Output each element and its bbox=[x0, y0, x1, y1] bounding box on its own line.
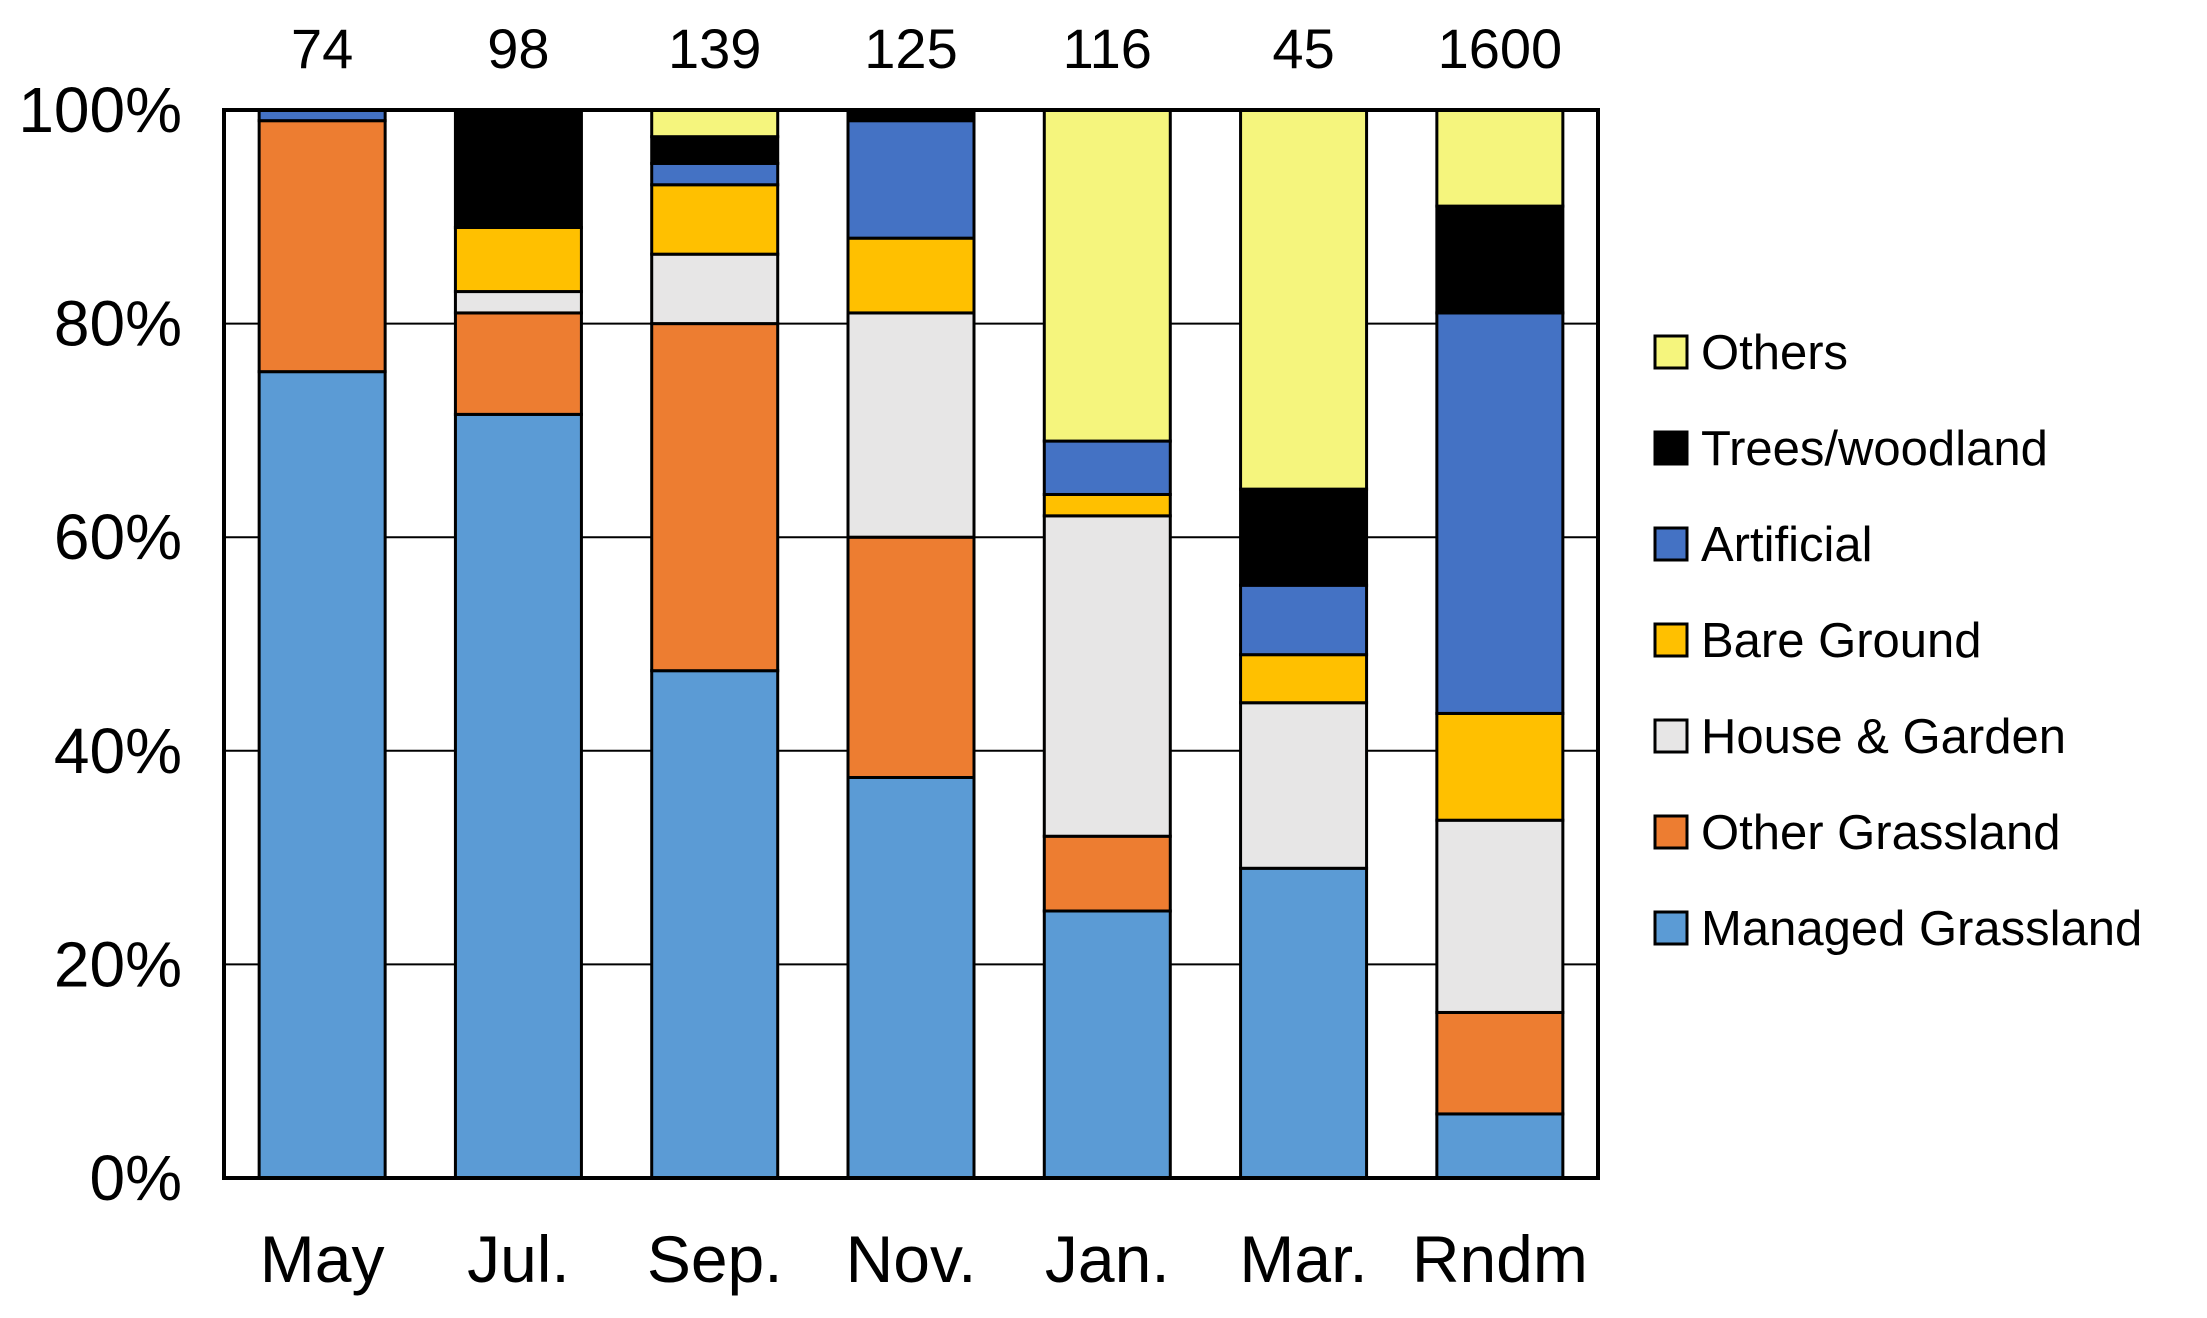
legend-swatch bbox=[1653, 622, 1689, 658]
y-axis-tick-labels: 0% 20% 40% 60% 80% 100% bbox=[18, 74, 182, 1214]
legend-label: Trees/woodland bbox=[1701, 422, 2048, 476]
bar-segment bbox=[1239, 701, 1369, 870]
bar-segment bbox=[846, 236, 976, 315]
x-category-label: May bbox=[260, 1222, 385, 1296]
legend-label: Artificial bbox=[1701, 518, 1873, 572]
bar-segment bbox=[257, 119, 387, 374]
y-tick-label: 60% bbox=[54, 501, 182, 573]
bar-segment bbox=[846, 776, 976, 1180]
bar-segment bbox=[1435, 1010, 1565, 1116]
y-tick-label: 20% bbox=[54, 928, 182, 1000]
x-category-label: Jan. bbox=[1045, 1222, 1170, 1296]
bar-segment bbox=[1239, 108, 1369, 491]
bar-segment bbox=[650, 669, 780, 1180]
plot-area-frame bbox=[222, 108, 1600, 1180]
bars bbox=[257, 108, 1565, 1180]
x-category-label: Nov. bbox=[846, 1222, 977, 1296]
legend-swatch bbox=[1653, 814, 1689, 850]
x-category-label: Rndm bbox=[1412, 1222, 1588, 1296]
bar-segment bbox=[1042, 514, 1172, 838]
y-tick-label: 100% bbox=[18, 74, 182, 146]
bar-segment bbox=[1239, 583, 1369, 657]
bar-segment bbox=[650, 322, 780, 673]
sample-count-label: 1600 bbox=[1438, 17, 1563, 80]
sample-count-labels: 74 98 139 125 116 45 1600 bbox=[291, 17, 1562, 80]
bar-segment bbox=[1435, 711, 1565, 822]
y-tick-label: 80% bbox=[54, 288, 182, 360]
x-category-label: Sep. bbox=[647, 1222, 783, 1296]
bar-segment bbox=[650, 135, 780, 165]
bar-segment bbox=[1435, 108, 1565, 208]
bar-segment bbox=[1042, 108, 1172, 443]
bar-segment bbox=[453, 311, 583, 416]
legend-swatch bbox=[1653, 718, 1689, 754]
sample-count-label: 74 bbox=[291, 17, 353, 80]
bar-segment bbox=[1435, 1112, 1565, 1180]
sample-count-label: 125 bbox=[864, 17, 957, 80]
bar-segment bbox=[846, 311, 976, 539]
sample-count-label: 116 bbox=[1063, 17, 1152, 80]
bar-segment bbox=[1435, 204, 1565, 315]
bar-segment bbox=[1239, 487, 1369, 587]
x-category-label: Mar. bbox=[1239, 1222, 1367, 1296]
legend-label: Managed Grassland bbox=[1701, 902, 2142, 956]
bar-segment bbox=[453, 225, 583, 294]
bar-segment bbox=[1042, 834, 1172, 913]
sample-count-label: 98 bbox=[487, 17, 549, 80]
x-category-label: Jul. bbox=[467, 1222, 570, 1296]
legend-label: House & Garden bbox=[1701, 710, 2066, 764]
bar-segment bbox=[1435, 818, 1565, 1014]
y-tick-label: 40% bbox=[54, 715, 182, 787]
bar-segment bbox=[1042, 909, 1172, 1180]
y-tick-label: 0% bbox=[90, 1142, 183, 1214]
bar-segment bbox=[453, 412, 583, 1180]
legend-swatch bbox=[1653, 526, 1689, 562]
x-axis-category-labels: May Jul. Sep. Nov. Jan. Mar. Rndm bbox=[260, 1222, 1588, 1296]
bar-segment bbox=[257, 370, 387, 1180]
legend-swatch bbox=[1653, 430, 1689, 466]
legend-label: Others bbox=[1701, 326, 1848, 380]
bar-segment bbox=[1042, 492, 1172, 518]
bar-segment bbox=[453, 108, 583, 229]
legend: Others Trees/woodland Artificial Bare Groun… bbox=[1653, 326, 2142, 956]
bar-segment bbox=[1435, 311, 1565, 715]
legend-swatch bbox=[1653, 334, 1689, 370]
bar-segment bbox=[453, 290, 583, 315]
legend-swatch bbox=[1653, 910, 1689, 946]
bar-segment bbox=[650, 161, 780, 187]
bar-segment bbox=[650, 252, 780, 326]
legend-label: Other Grassland bbox=[1701, 806, 2061, 860]
sample-count-label: 139 bbox=[668, 17, 761, 80]
bar-segment bbox=[846, 535, 976, 780]
bar-segment bbox=[1042, 439, 1172, 496]
bar-segment bbox=[650, 108, 780, 139]
sample-count-label: 45 bbox=[1272, 17, 1334, 80]
bar-segment bbox=[650, 183, 780, 256]
bar-segment bbox=[1239, 653, 1369, 705]
bar-segment bbox=[1239, 866, 1369, 1180]
bar-segment bbox=[846, 119, 976, 240]
legend-label: Bare Ground bbox=[1701, 614, 1982, 668]
